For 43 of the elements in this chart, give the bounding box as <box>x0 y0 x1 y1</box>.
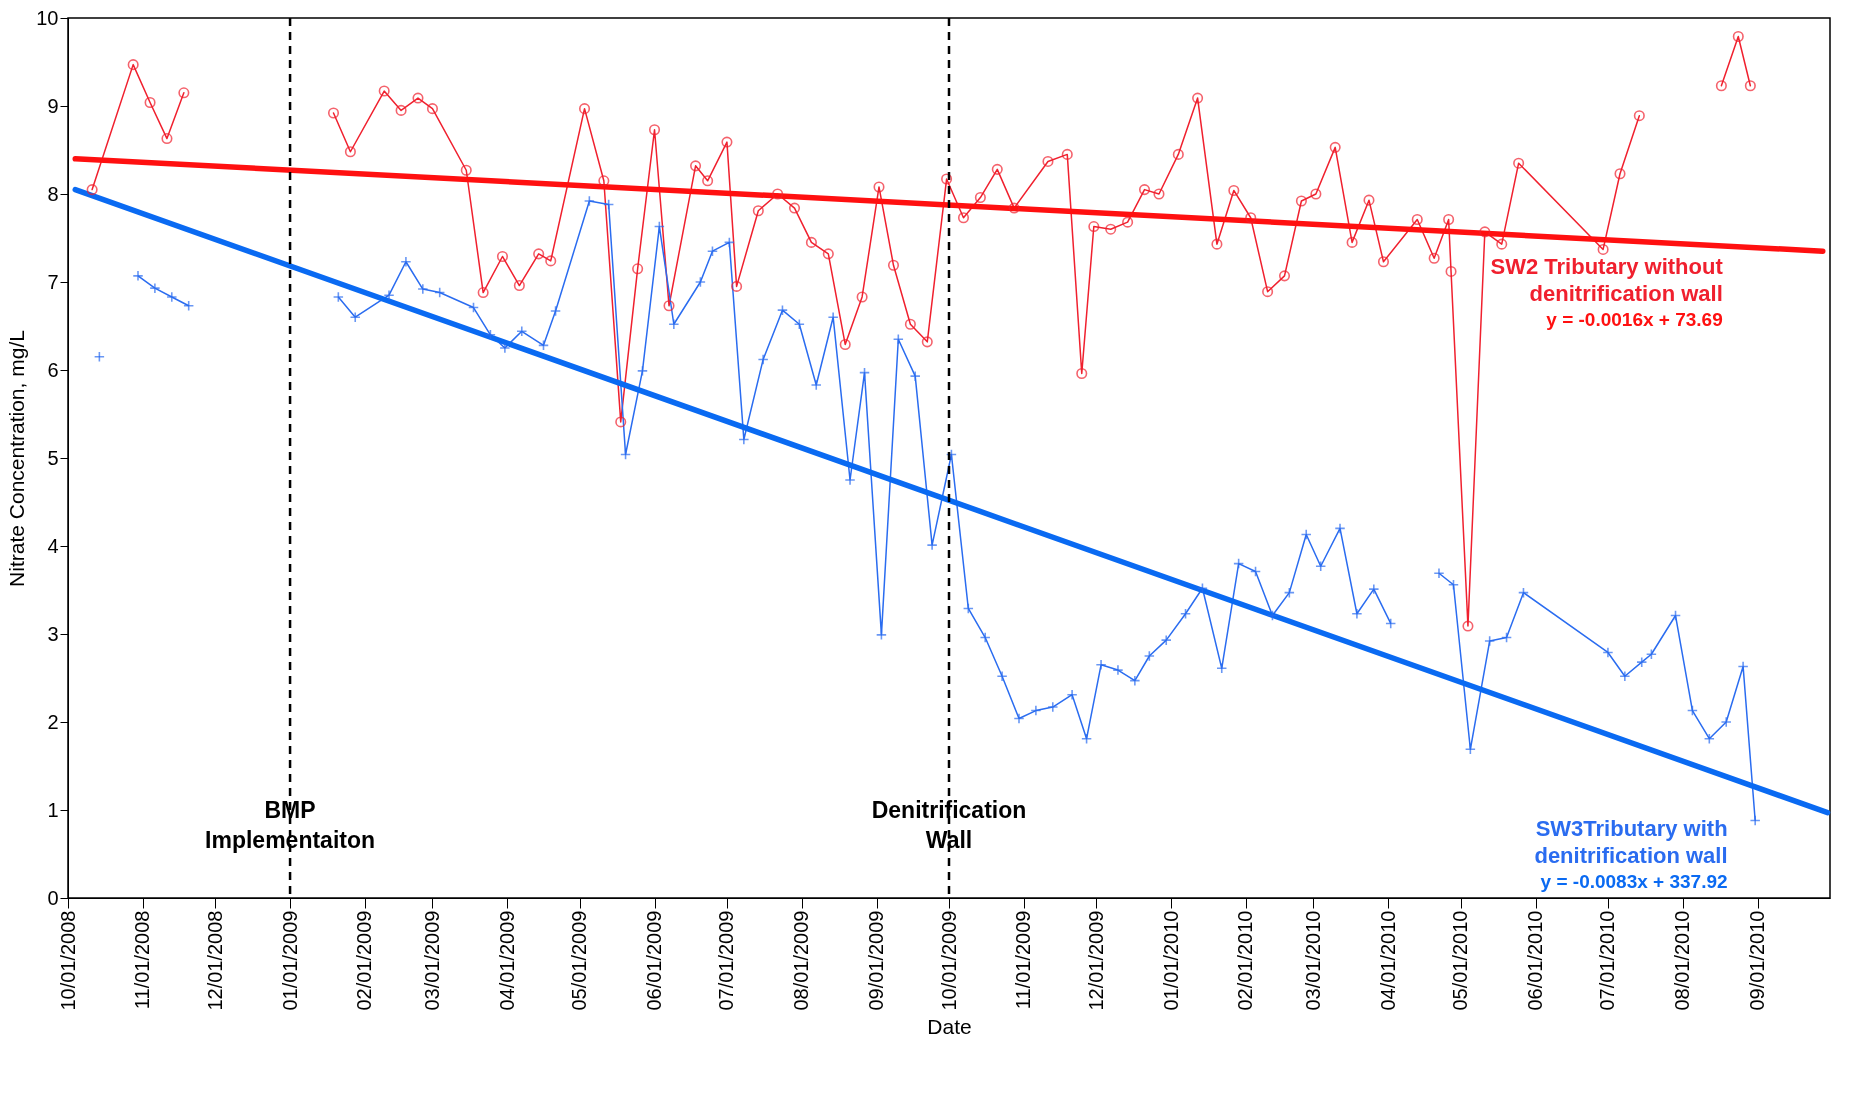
x-tick-label: 09/01/2009 <box>865 910 888 1011</box>
x-tick-label: 08/01/2009 <box>790 910 813 1011</box>
x-tick-label: 05/01/2009 <box>568 910 591 1011</box>
x-tick-label: 01/01/2010 <box>1159 910 1182 1011</box>
y-tick-label: 5 <box>47 446 59 469</box>
y-tick-label: 10 <box>36 6 59 29</box>
series-label: SW3Tributary with denitrification wall <box>1534 815 1728 868</box>
y-tick-label: 7 <box>47 270 59 293</box>
annotation: y = -0.0016x + 73.69 <box>1546 309 1723 331</box>
y-tick-label: 8 <box>47 182 59 205</box>
x-tick-label: 02/01/2009 <box>353 910 376 1011</box>
x-tick-label: 07/01/2009 <box>715 910 738 1011</box>
ref-line-label: BMP Implementaiton <box>205 797 376 853</box>
y-tick-label: 2 <box>47 710 59 733</box>
x-tick-label: 09/01/2010 <box>1746 910 1769 1011</box>
x-tick-label: 05/01/2010 <box>1449 910 1472 1011</box>
x-tick-label: 12/01/2009 <box>1084 910 1107 1011</box>
x-axis-title: Date <box>927 1014 972 1038</box>
y-tick-label: 1 <box>47 798 59 821</box>
x-tick-label: 12/01/2008 <box>203 910 226 1011</box>
series-label: SW2 Tributary without denitrification wall <box>1490 254 1724 307</box>
x-tick-label: 03/01/2009 <box>420 910 443 1011</box>
x-tick-label: 07/01/2010 <box>1596 910 1619 1011</box>
x-tick-label: 04/01/2009 <box>495 910 518 1011</box>
ref-line-label: Denitrification Wall <box>871 797 1027 853</box>
y-axis-title: Nitrate Concentration, mg/L <box>5 330 29 587</box>
x-tick-label: 11/01/2009 <box>1012 910 1035 1010</box>
y-tick-label: 6 <box>47 358 59 381</box>
x-tick-label: 01/01/2009 <box>278 910 301 1011</box>
x-tick-label: 11/01/2008 <box>131 910 154 1010</box>
y-tick-label: 0 <box>47 886 59 909</box>
annotation: y = -0.0083x + 337.92 <box>1540 870 1728 892</box>
y-tick-label: 9 <box>47 94 59 117</box>
y-tick-label: 3 <box>47 622 59 645</box>
x-tick-label: 06/01/2009 <box>643 910 666 1011</box>
x-tick-label: 02/01/2010 <box>1234 910 1257 1011</box>
x-tick-label: 10/01/2008 <box>56 910 79 1011</box>
y-tick-label: 4 <box>47 534 59 557</box>
x-tick-label: 06/01/2010 <box>1524 910 1547 1011</box>
x-tick-label: 03/01/2010 <box>1301 910 1324 1011</box>
x-tick-label: 04/01/2010 <box>1376 910 1399 1011</box>
x-tick-label: 08/01/2010 <box>1671 910 1694 1011</box>
x-tick-label: 10/01/2009 <box>937 910 960 1011</box>
